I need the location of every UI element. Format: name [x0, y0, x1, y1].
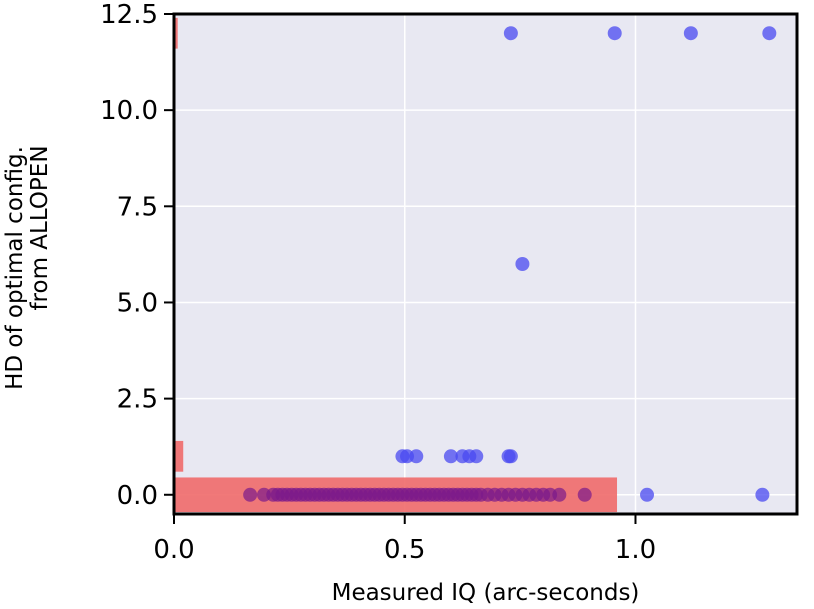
x-tick-label: 0.5 — [384, 535, 425, 565]
blue-points — [395, 26, 777, 502]
blue-point — [762, 26, 777, 41]
y-tick-label: 0.0 — [117, 481, 158, 511]
blue-point — [683, 26, 698, 41]
blue-point — [409, 449, 424, 464]
y-tick-label: 5.0 — [117, 288, 158, 318]
blue-point — [503, 26, 518, 41]
x-axis-label: Measured IQ (arc-seconds) — [332, 580, 640, 606]
x-tick-label: 1.0 — [615, 535, 656, 565]
y-tick-label: 7.5 — [117, 192, 158, 222]
y-axis-label-line-2: from ALLOPEN — [27, 145, 53, 310]
blue-point — [755, 487, 770, 502]
x-tick-label: 0.0 — [153, 535, 194, 565]
blue-point — [640, 487, 655, 502]
blue-point — [515, 257, 530, 271]
hbar — [174, 440, 184, 472]
hbar — [174, 17, 178, 49]
purple-point — [577, 487, 592, 502]
axis-ticks: 0.0 2.5 5.0 7.5 10.0 12.5 0.0 0.5 1.0 — [100, 0, 656, 565]
plot-background — [174, 14, 797, 514]
purple-points — [243, 487, 592, 502]
blue-point — [469, 449, 484, 464]
y-axis-label-line-1: HD of optimal config. — [2, 146, 28, 390]
plot-frame — [172, 12, 799, 516]
blue-point — [503, 449, 518, 464]
y-tick-label: 2.5 — [117, 385, 158, 415]
blue-point — [607, 26, 622, 41]
y-tick-label: 10.0 — [100, 96, 158, 126]
purple-point — [552, 487, 567, 502]
purple-point — [243, 487, 258, 502]
blue-point — [443, 449, 458, 464]
y-tick-label: 12.5 — [100, 0, 158, 30]
